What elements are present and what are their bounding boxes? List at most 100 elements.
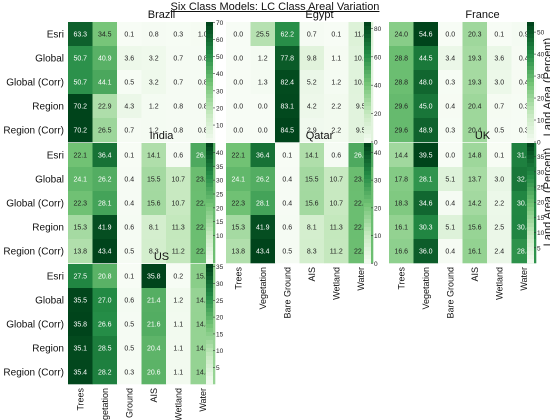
heatmap-cell-egypt [275,94,300,119]
cell-value-qatar: 11.2 [330,249,343,256]
heatmap-cell-qatar [275,215,300,240]
cell-value-india: 43.4 [98,249,112,256]
colorbar-segment-india [206,243,213,248]
colorbar-tick-label-france: 20 [537,96,545,103]
colorbar-segment-qatar [364,171,371,176]
heatmap-cell-egypt [250,46,276,71]
colorbar-segment-uk [527,211,534,216]
heatmap-cell-us [166,360,191,385]
colorbar-segment-france [527,94,534,99]
cell-value-uk: 16.1 [394,225,408,232]
heatmap-cell-qatar [324,191,349,216]
cell-value-us: 27.0 [98,298,112,305]
cell-value-brazil: 34.5 [98,32,112,39]
cell-value-india: 26.8 [196,153,210,160]
cell-value-uk: 30.3 [517,201,531,208]
cell-value-india: 11.3 [172,225,185,232]
heatmap-cell-brazil [68,70,93,95]
colorbar-segment-brazil [206,122,213,127]
cell-value-brazil: 22.9 [98,104,112,111]
heatmap-cell-us [166,288,191,313]
cell-value-france: 45.0 [419,104,433,111]
column-label-uk: Trees [396,267,406,290]
heatmap-cell-qatar [250,191,276,216]
panel-title-qatar: Qatar [306,130,334,142]
heatmap-cell-brazil [117,118,142,143]
heatmap-cell-uk [487,167,512,192]
heatmap-cell-india [117,239,142,264]
colorbar-segment-india [206,195,213,200]
colorbar-segment-us [206,380,213,385]
colorbar-segment-france [527,38,534,43]
row-label-india: Global [35,175,64,186]
colorbar-segment-egypt [364,50,371,55]
colorbar-tick-label-brazil: 40 [216,71,224,78]
heatmap-cell-france [389,22,414,47]
colorbar-segment-us [206,308,213,313]
colorbar-segment-france [527,118,534,123]
cell-value-france: 20.4 [468,128,482,135]
cell-value-france: 20.4 [468,104,482,111]
colorbar-segment-france [527,82,534,87]
colorbar-segment-france [527,106,534,111]
cell-value-brazil: 0.7 [173,80,183,87]
heatmap-cell-brazil [68,94,93,119]
heatmap-cell-uk [487,143,512,168]
cell-value-france: 54.6 [419,32,433,39]
heatmap-cell-brazil [117,22,142,47]
cell-value-qatar: 22.9 [354,201,368,208]
cell-value-egypt: 9.5 [356,128,366,135]
colorbar-segment-brazil [206,50,213,55]
colorbar-segment-qatar [364,211,371,216]
colorbar-segment-us [206,288,213,293]
cell-value-qatar: 24.1 [231,177,245,184]
colorbar-segment-egypt [364,94,371,99]
cell-value-egypt: 4.2 [307,104,317,111]
cell-value-us: 35.8 [73,322,87,329]
colorbar-segment-qatar [364,207,371,212]
cell-value-india: 24.1 [73,177,87,184]
colorbar-tick-label-uk: 25 [537,185,545,192]
heatmap-cell-uk [462,239,488,264]
colorbar-segment-qatar [364,215,371,220]
colorbar-tick-label-uk: 35 [537,154,545,161]
heatmap-cell-india [166,215,191,240]
heatmap-cell-uk [413,239,439,264]
colorbar-segment-france [527,46,534,51]
heatmap-cell-qatar [250,239,276,264]
heatmap-cell-qatar [250,167,276,192]
colorbar-segment-uk [527,195,534,200]
column-label-uk: Wetland [494,267,504,300]
colorbar-segment-uk [527,255,534,260]
cell-value-egypt: 0.0 [233,128,243,135]
cell-value-france: 3.4 [445,56,455,63]
heatmap-cell-uk [389,143,414,168]
cell-value-brazil: 1.2 [149,128,159,135]
colorbar-tick-label-qatar: 0 [374,261,378,268]
heatmap-cell-brazil [117,94,142,119]
colorbar-segment-france [527,138,534,143]
colorbar-segment-uk [527,215,534,220]
cell-value-qatar: 0.4 [282,201,292,208]
cell-value-uk: 0.1 [494,153,504,160]
cell-value-egypt: 10.0 [354,56,368,63]
heatmap-cell-brazil [141,46,167,71]
colorbar-tick-label-uk: 10 [537,230,545,237]
colorbar-segment-egypt [364,42,371,47]
heatmap-cell-uk [487,239,512,264]
colorbar-segment-egypt [364,114,371,119]
cell-value-brazil: 0.8 [173,128,183,135]
heatmap-cell-egypt [275,46,300,71]
heatmap-cell-india [166,191,191,216]
colorbar-segment-brazil [206,42,213,47]
cell-value-france: 29.6 [394,128,408,135]
cell-value-france: 0.5 [494,128,504,135]
colorbar-tick-label-egypt: 60 [374,54,382,61]
colorbar-segment-us [206,280,213,285]
column-label-us: Bare Ground [124,388,134,420]
colorbar-tick-label-france: 50 [537,30,545,37]
heatmap-cell-france [413,94,439,119]
colorbar-segment-uk [527,247,534,252]
cell-value-india: 0.4 [124,177,134,184]
heatmap-cell-us [166,264,191,289]
